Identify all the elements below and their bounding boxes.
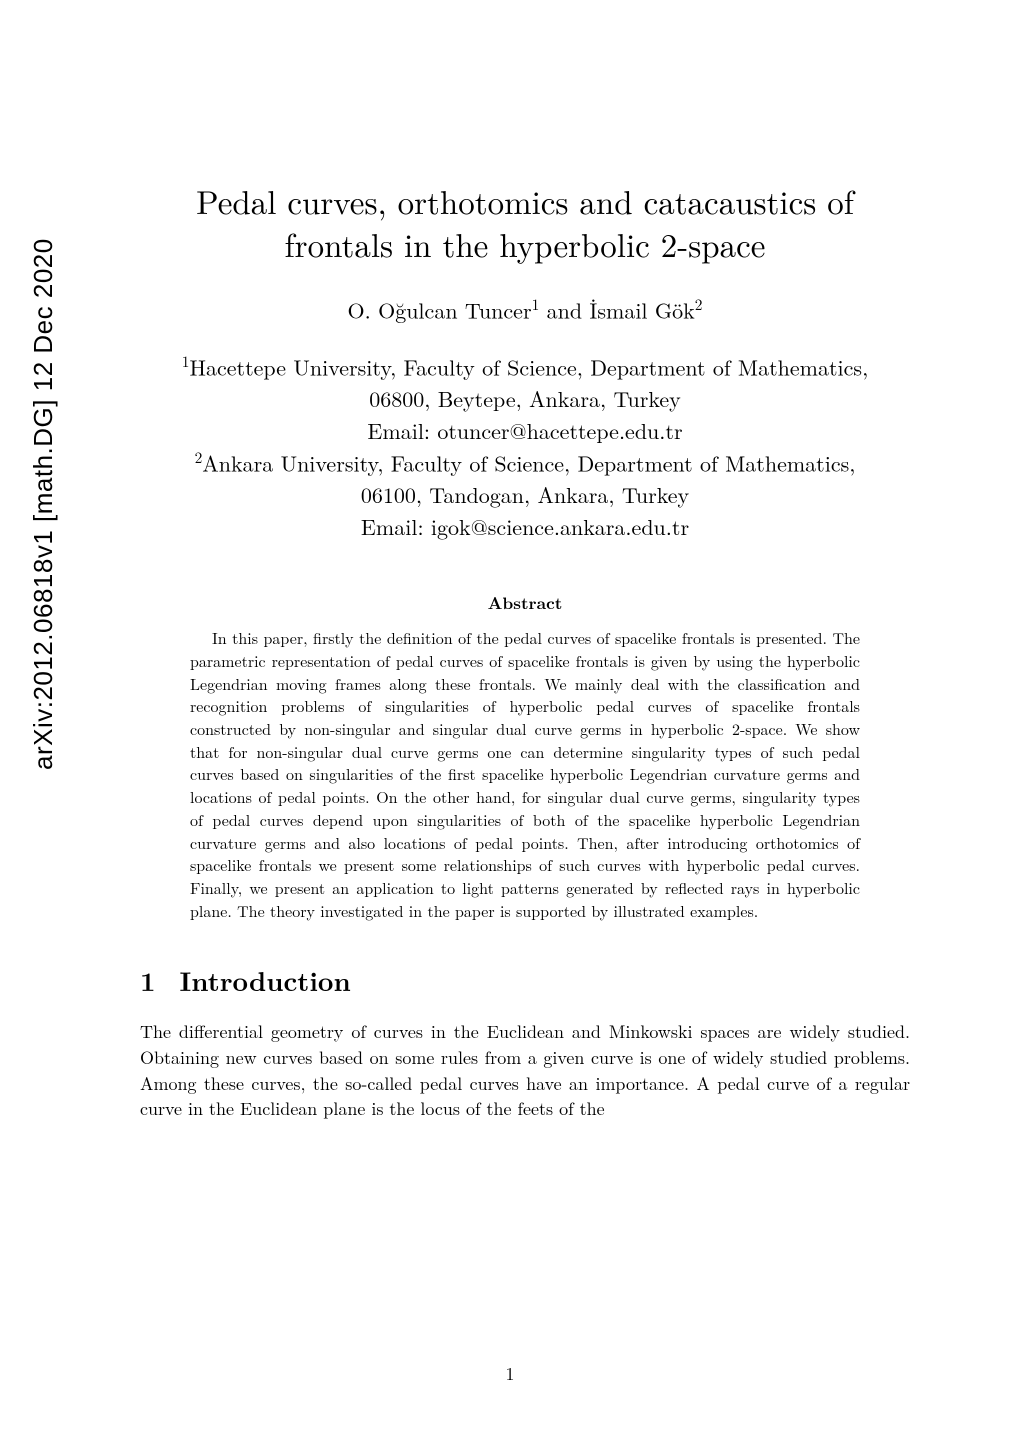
page-content: Pedal curves, orthotomics and catacausti… (0, 0, 1020, 1182)
abstract-heading: Abstract (140, 591, 910, 615)
affiliations-block: 1Hacettepe University, Faculty of Scienc… (140, 351, 910, 543)
affiliation-2-line-1: 2Ankara University, Faculty of Science, … (140, 447, 910, 479)
page-number: 1 (506, 1361, 515, 1386)
abstract-body: In this paper, firstly the definition of… (190, 627, 860, 922)
section-heading: 1 Introduction (140, 960, 910, 999)
arxiv-date: 12 Dec 2020 (28, 238, 58, 391)
arxiv-identifier: arXiv:2012.06818v1 [math.DG] 12 Dec 2020 (28, 238, 59, 770)
affiliation-1-line-2: 06800, Beytepe, Ankara, Turkey (140, 383, 910, 415)
body-paragraph: The differential geometry of curves in t… (140, 1019, 910, 1121)
affiliation-2-email: Email: igok@science.ankara.edu.tr (140, 511, 910, 543)
arxiv-category: [math.DG] (28, 399, 58, 522)
arxiv-id: arXiv:2012.06818v1 (28, 530, 58, 770)
paper-title: Pedal curves, orthotomics and catacausti… (140, 180, 910, 266)
section-title: Introduction (180, 960, 351, 999)
section-number: 1 (140, 960, 156, 999)
author-line: O. Oğulcan Tuncer1 and İsmail Gök2 (140, 294, 910, 325)
affiliation-1-email: Email: otuncer@hacettepe.edu.tr (140, 415, 910, 447)
affiliation-2-line-2: 06100, Tandogan, Ankara, Turkey (140, 479, 910, 511)
affiliation-1-line-1: 1Hacettepe University, Faculty of Scienc… (140, 351, 910, 383)
